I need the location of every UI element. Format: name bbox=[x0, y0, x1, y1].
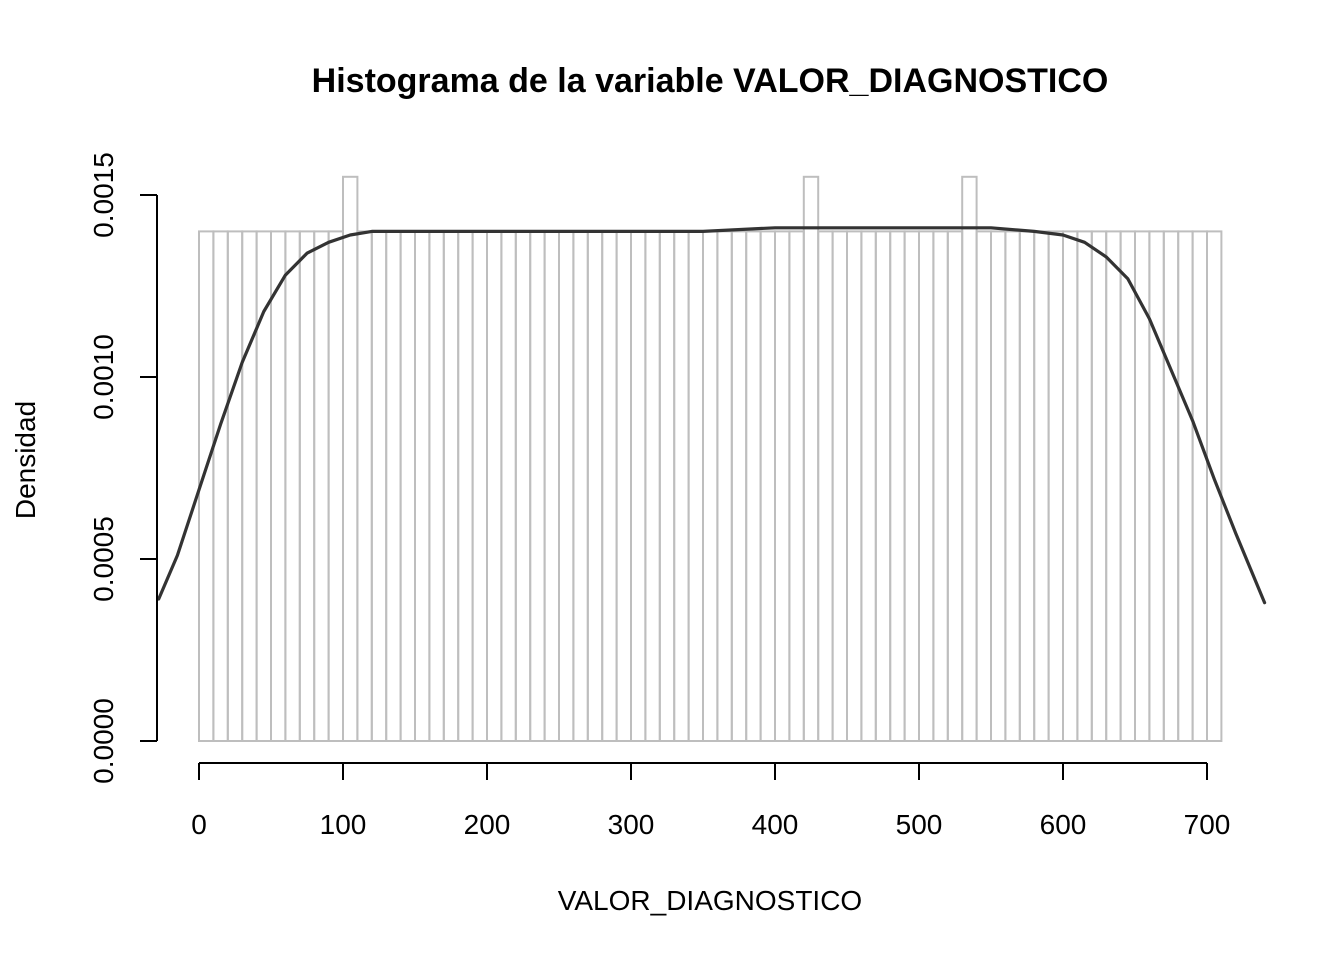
histogram-bar bbox=[327, 230, 345, 742]
histogram-bar bbox=[298, 230, 316, 742]
y-tick-label: 0.0000 bbox=[88, 698, 119, 784]
histogram-bar bbox=[1119, 230, 1136, 742]
x-axis-label: VALOR_DIAGNOSTICO bbox=[558, 885, 862, 916]
x-tick-label: 500 bbox=[896, 809, 943, 840]
histogram-bar bbox=[802, 175, 820, 743]
histogram-bar bbox=[514, 230, 532, 742]
histogram-bar bbox=[874, 230, 892, 742]
histogram-bar bbox=[241, 230, 258, 742]
histogram-bar bbox=[630, 230, 647, 742]
histogram-bar bbox=[918, 230, 935, 742]
histogram-bar bbox=[457, 230, 474, 742]
histogram-bar bbox=[1105, 230, 1122, 742]
x-tick-label: 200 bbox=[464, 809, 511, 840]
histogram-bar bbox=[486, 230, 503, 742]
histogram-bar bbox=[414, 230, 431, 742]
y-tick-label: 0.0015 bbox=[88, 152, 119, 238]
histogram-bar bbox=[601, 230, 618, 742]
histogram-bar bbox=[212, 230, 229, 742]
density-curve-layer bbox=[157, 226, 1267, 605]
x-tick-label: 0 bbox=[191, 809, 207, 840]
histogram-bar bbox=[226, 230, 244, 742]
histogram-bar bbox=[831, 230, 848, 742]
histogram-bar bbox=[356, 230, 373, 742]
histogram-bar bbox=[1047, 230, 1064, 742]
histogram-bar bbox=[572, 230, 589, 742]
x-axis-ticks: 0 100 200 300 400 500 600 700 bbox=[191, 763, 1230, 840]
histogram-bars bbox=[198, 175, 1223, 743]
x-tick-label: 700 bbox=[1184, 809, 1231, 840]
histogram-bar bbox=[774, 230, 791, 742]
histogram-bar bbox=[860, 230, 877, 742]
histogram-bar bbox=[270, 230, 287, 742]
histogram-bar bbox=[1004, 230, 1021, 742]
x-tick-label: 100 bbox=[320, 809, 367, 840]
histogram-bar bbox=[702, 230, 719, 742]
histogram-bar bbox=[946, 230, 964, 742]
histogram-bar bbox=[428, 230, 445, 742]
histogram-bar bbox=[255, 230, 273, 742]
histogram-bar bbox=[932, 230, 949, 742]
histogram-bar bbox=[687, 230, 704, 742]
histogram-bar bbox=[471, 230, 489, 742]
chart-title: Histograma de la variable VALOR_DIAGNOST… bbox=[312, 62, 1109, 100]
histogram-bar bbox=[442, 230, 460, 742]
histogram-bar bbox=[1191, 230, 1208, 742]
x-axis: 0 100 200 300 400 500 600 700 bbox=[191, 762, 1230, 840]
y-axis: 0.0000 0.0005 0.0010 0.0015 bbox=[88, 152, 158, 784]
x-tick-label: 600 bbox=[1040, 809, 1087, 840]
histogram-bar bbox=[543, 230, 560, 742]
histogram-bar bbox=[975, 230, 992, 742]
histogram-bar bbox=[990, 230, 1007, 742]
histogram-bar bbox=[817, 230, 834, 742]
histogram-bar bbox=[745, 230, 762, 742]
histogram-bar bbox=[558, 230, 575, 742]
histogram-bar bbox=[342, 175, 359, 743]
histogram-bar bbox=[1033, 230, 1050, 742]
histogram-bar bbox=[1206, 230, 1223, 742]
density-curve bbox=[157, 226, 1267, 605]
histogram-bar bbox=[961, 175, 978, 743]
x-tick-label: 300 bbox=[608, 809, 655, 840]
y-tick-label: 0.0005 bbox=[88, 516, 119, 602]
histogram-bar bbox=[399, 230, 417, 742]
histogram-bar bbox=[1076, 230, 1093, 742]
y-axis-label: Densidad bbox=[10, 401, 41, 519]
histogram-bar bbox=[903, 230, 920, 742]
y-axis-ticks: 0.0000 0.0005 0.0010 0.0015 bbox=[88, 152, 157, 784]
histogram-bar bbox=[284, 230, 301, 742]
histogram-bar bbox=[846, 230, 863, 742]
histogram-bar bbox=[658, 230, 676, 742]
histogram-bar bbox=[1062, 230, 1079, 742]
histogram-bar bbox=[716, 230, 733, 742]
histogram-bar bbox=[1148, 230, 1165, 742]
histogram-bar bbox=[759, 230, 776, 742]
histogram-bar bbox=[500, 230, 517, 742]
histogram-bar bbox=[1177, 230, 1194, 742]
histogram-bar bbox=[673, 230, 690, 742]
histogram-bar bbox=[370, 230, 388, 742]
histogram-bar bbox=[615, 230, 632, 742]
y-tick-label: 0.0010 bbox=[88, 334, 119, 420]
histogram-bar bbox=[313, 230, 330, 742]
histogram-bar bbox=[788, 230, 805, 742]
histogram-bar bbox=[586, 230, 604, 742]
histogram-bar bbox=[1018, 230, 1036, 742]
histogram-bar bbox=[1162, 230, 1180, 742]
histogram-bar bbox=[529, 230, 546, 742]
histogram-bar bbox=[1090, 230, 1108, 742]
histogram-bar bbox=[385, 230, 402, 742]
histogram-bar bbox=[889, 230, 906, 742]
histogram-bar bbox=[644, 230, 661, 742]
histogram-bar bbox=[730, 230, 748, 742]
x-tick-label: 400 bbox=[752, 809, 799, 840]
